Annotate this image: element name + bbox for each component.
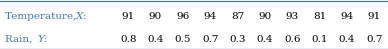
Text: 0.7: 0.7: [202, 35, 218, 44]
Text: 0.6: 0.6: [284, 35, 301, 44]
Text: 0.4: 0.4: [256, 35, 273, 44]
Text: Temperature,: Temperature,: [5, 12, 79, 21]
Text: 0.5: 0.5: [175, 35, 191, 44]
Text: 0.7: 0.7: [366, 35, 383, 44]
Text: :: :: [83, 12, 87, 21]
Text: 0.1: 0.1: [311, 35, 328, 44]
Text: 0.4: 0.4: [339, 35, 355, 44]
Text: 90: 90: [258, 12, 272, 21]
Text: 0.4: 0.4: [147, 35, 164, 44]
Text: 91: 91: [368, 12, 381, 21]
Text: 81: 81: [313, 12, 326, 21]
Text: 91: 91: [121, 12, 135, 21]
Text: 90: 90: [149, 12, 162, 21]
Text: 0.3: 0.3: [229, 35, 246, 44]
Text: 94: 94: [204, 12, 217, 21]
Text: 0.8: 0.8: [120, 35, 137, 44]
Text: 87: 87: [231, 12, 244, 21]
Text: 96: 96: [176, 12, 189, 21]
Text: Rain,: Rain,: [5, 35, 35, 44]
Text: 93: 93: [286, 12, 299, 21]
Text: X: X: [76, 12, 83, 21]
Text: Y: Y: [37, 35, 44, 44]
Text: 94: 94: [340, 12, 353, 21]
Text: :: :: [44, 35, 48, 44]
